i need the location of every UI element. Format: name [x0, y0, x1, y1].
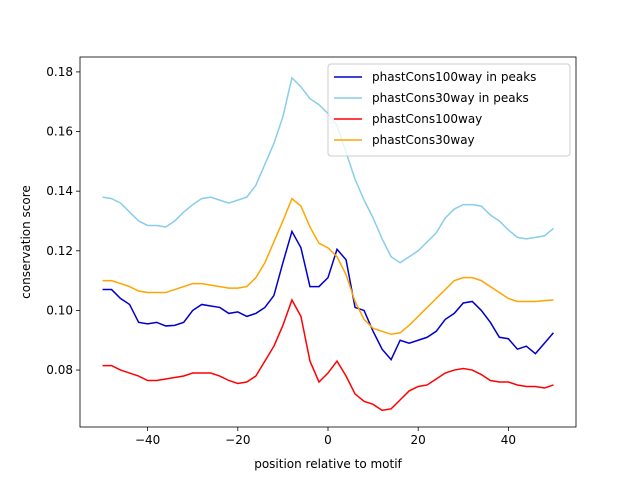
y-tick-label: 0.08 — [46, 363, 73, 377]
x-tick-label: −40 — [135, 433, 160, 447]
x-tick-label: 40 — [501, 433, 516, 447]
legend-label: phastCons30way — [372, 133, 475, 147]
series-line — [102, 298, 554, 412]
series-line — [102, 229, 555, 361]
y-tick-label: 0.18 — [46, 65, 73, 79]
series-line — [102, 197, 554, 336]
legend-label: phastCons100way — [372, 112, 482, 126]
legend-label: phastCons100way in peaks — [372, 70, 536, 84]
x-axis-label: position relative to motif — [254, 457, 402, 471]
y-tick-label: 0.10 — [46, 303, 73, 317]
legend-box — [327, 63, 571, 157]
x-tick-label: −20 — [225, 433, 250, 447]
y-axis-label: conservation score — [19, 185, 33, 299]
y-tick-label: 0.16 — [46, 125, 73, 139]
x-tick-label: 0 — [324, 433, 332, 447]
legend-label: phastCons30way in peaks — [372, 91, 529, 105]
x-tick-label: 20 — [411, 433, 426, 447]
y-tick-label: 0.14 — [46, 184, 73, 198]
plot-frame — [79, 56, 577, 428]
y-tick-label: 0.12 — [46, 244, 73, 258]
